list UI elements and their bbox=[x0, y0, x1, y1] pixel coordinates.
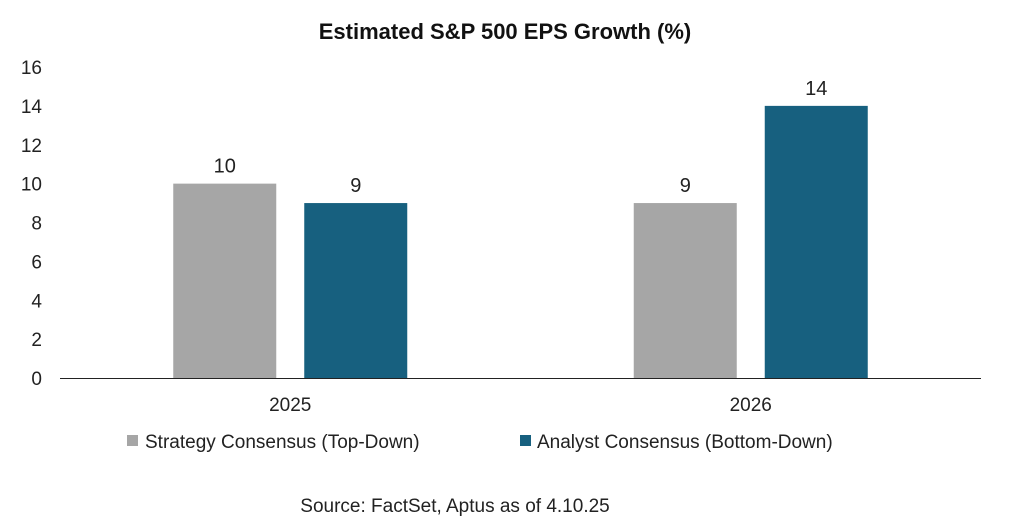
legend-label: Strategy Consensus (Top-Down) bbox=[145, 432, 420, 453]
source-note: Source: FactSet, Aptus as of 4.10.25 bbox=[300, 496, 609, 517]
bar-strategy-2026 bbox=[633, 203, 737, 378]
y-tick-label: 12 bbox=[21, 136, 42, 157]
legend: Strategy Consensus (Top-Down) Analyst Con… bbox=[127, 432, 833, 453]
data-labels: 10 9 9 14 bbox=[214, 78, 828, 197]
bar-analyst-2026 bbox=[764, 105, 868, 378]
bars bbox=[173, 105, 868, 378]
x-axis: 2025 2026 bbox=[269, 395, 772, 416]
y-tick-label: 10 bbox=[21, 175, 42, 196]
y-tick-label: 6 bbox=[31, 252, 42, 273]
y-tick-label: 16 bbox=[21, 58, 42, 79]
bar-analyst-2025 bbox=[304, 203, 408, 378]
data-label: 9 bbox=[680, 175, 691, 197]
legend-swatch bbox=[520, 435, 531, 446]
y-tick-label: 14 bbox=[21, 97, 43, 118]
chart-title: Estimated S&P 500 EPS Growth (%) bbox=[319, 19, 691, 44]
x-category-label: 2025 bbox=[269, 395, 311, 416]
y-tick-label: 4 bbox=[31, 291, 42, 312]
data-label: 14 bbox=[805, 78, 827, 100]
bar-strategy-2025 bbox=[173, 183, 277, 378]
y-tick-label: 8 bbox=[31, 214, 42, 235]
data-label: 10 bbox=[214, 156, 236, 178]
y-tick-label: 2 bbox=[31, 330, 42, 351]
legend-swatch bbox=[127, 435, 138, 446]
data-label: 9 bbox=[350, 175, 361, 197]
legend-label: Analyst Consensus (Bottom-Down) bbox=[537, 432, 833, 453]
y-axis: 0 2 4 6 8 10 12 14 16 bbox=[21, 58, 43, 390]
x-category-label: 2026 bbox=[730, 395, 772, 416]
y-tick-label: 0 bbox=[31, 369, 42, 390]
